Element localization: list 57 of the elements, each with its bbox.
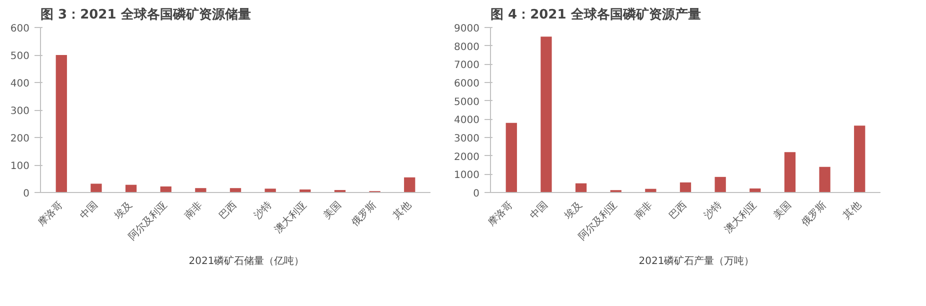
y-tick-label: 200	[10, 134, 30, 144]
y-tick-label: 5000	[454, 96, 480, 108]
bar	[90, 184, 102, 192]
bar	[230, 188, 242, 192]
x-tick-label: 摩洛哥	[486, 198, 516, 229]
x-tick-label: 俄罗斯	[798, 198, 829, 229]
text: 2021磷矿石产量（万吨）	[638, 254, 754, 268]
bar	[506, 122, 517, 192]
bar	[819, 166, 830, 192]
bar	[264, 188, 276, 192]
chart-title: 图 4：2021 全球各国磷矿资源产量	[490, 6, 701, 22]
x-tick-label: 巴西	[667, 200, 690, 222]
bar	[56, 55, 67, 192]
y-tick-label: 500	[10, 51, 30, 62]
x-tick-label: 俄罗斯	[348, 198, 379, 229]
bar	[784, 152, 796, 192]
x-tick-label: 其他	[390, 198, 414, 222]
x-tick-label: 沙特	[702, 198, 724, 222]
x-tick-label: 澳大利亚	[272, 198, 310, 236]
y-tick-label: 400	[10, 78, 30, 90]
y-tick-label: 2000	[454, 152, 480, 163]
bar	[540, 36, 552, 192]
y-tick-label: 6000	[454, 78, 480, 90]
x-tick-label: 澳大利亚	[722, 198, 760, 236]
y-tick-label: 8000	[454, 42, 480, 53]
y-tick-label: 3000	[454, 134, 480, 144]
bar	[160, 186, 172, 192]
bar	[680, 182, 692, 192]
y-tick-label: 0	[23, 188, 30, 200]
x-tick-label: 南非	[182, 198, 205, 222]
x-tick-label: 美国	[771, 198, 794, 222]
bar	[125, 184, 137, 192]
x-tick-label: 沙特	[252, 198, 274, 222]
y-tick-label: 7000	[454, 60, 480, 72]
y-tick-label: 4000	[454, 115, 480, 126]
y-tick-label: 100	[10, 161, 30, 172]
y-tick-label: 600	[10, 24, 30, 34]
y-tick-label: 1000	[454, 170, 480, 182]
chart-title: 图 3：2021 全球各国磷矿资源储量	[40, 6, 251, 22]
x-tick-label: 摩洛哥	[36, 198, 66, 229]
x-tick-label: 美国	[321, 198, 344, 222]
bar	[854, 126, 866, 192]
bar	[195, 188, 206, 192]
bar	[714, 176, 726, 192]
y-tick-label: 300	[10, 106, 30, 117]
bar	[575, 183, 587, 192]
bar	[404, 177, 416, 192]
text: 2021磷矿石储量（亿吨）	[188, 254, 304, 268]
x-tick-label: 埃及	[562, 198, 585, 222]
x-tick-label: 巴西	[217, 200, 240, 222]
x-tick-label: 中国	[527, 198, 550, 222]
x-tick-label: 南非	[632, 198, 655, 222]
x-tick-label: 中国	[77, 198, 100, 222]
x-tick-label: 埃及	[112, 198, 135, 222]
x-tick-label: 其他	[840, 198, 864, 222]
y-tick-label: 9000	[454, 24, 480, 34]
y-tick-label: 0	[473, 188, 480, 200]
